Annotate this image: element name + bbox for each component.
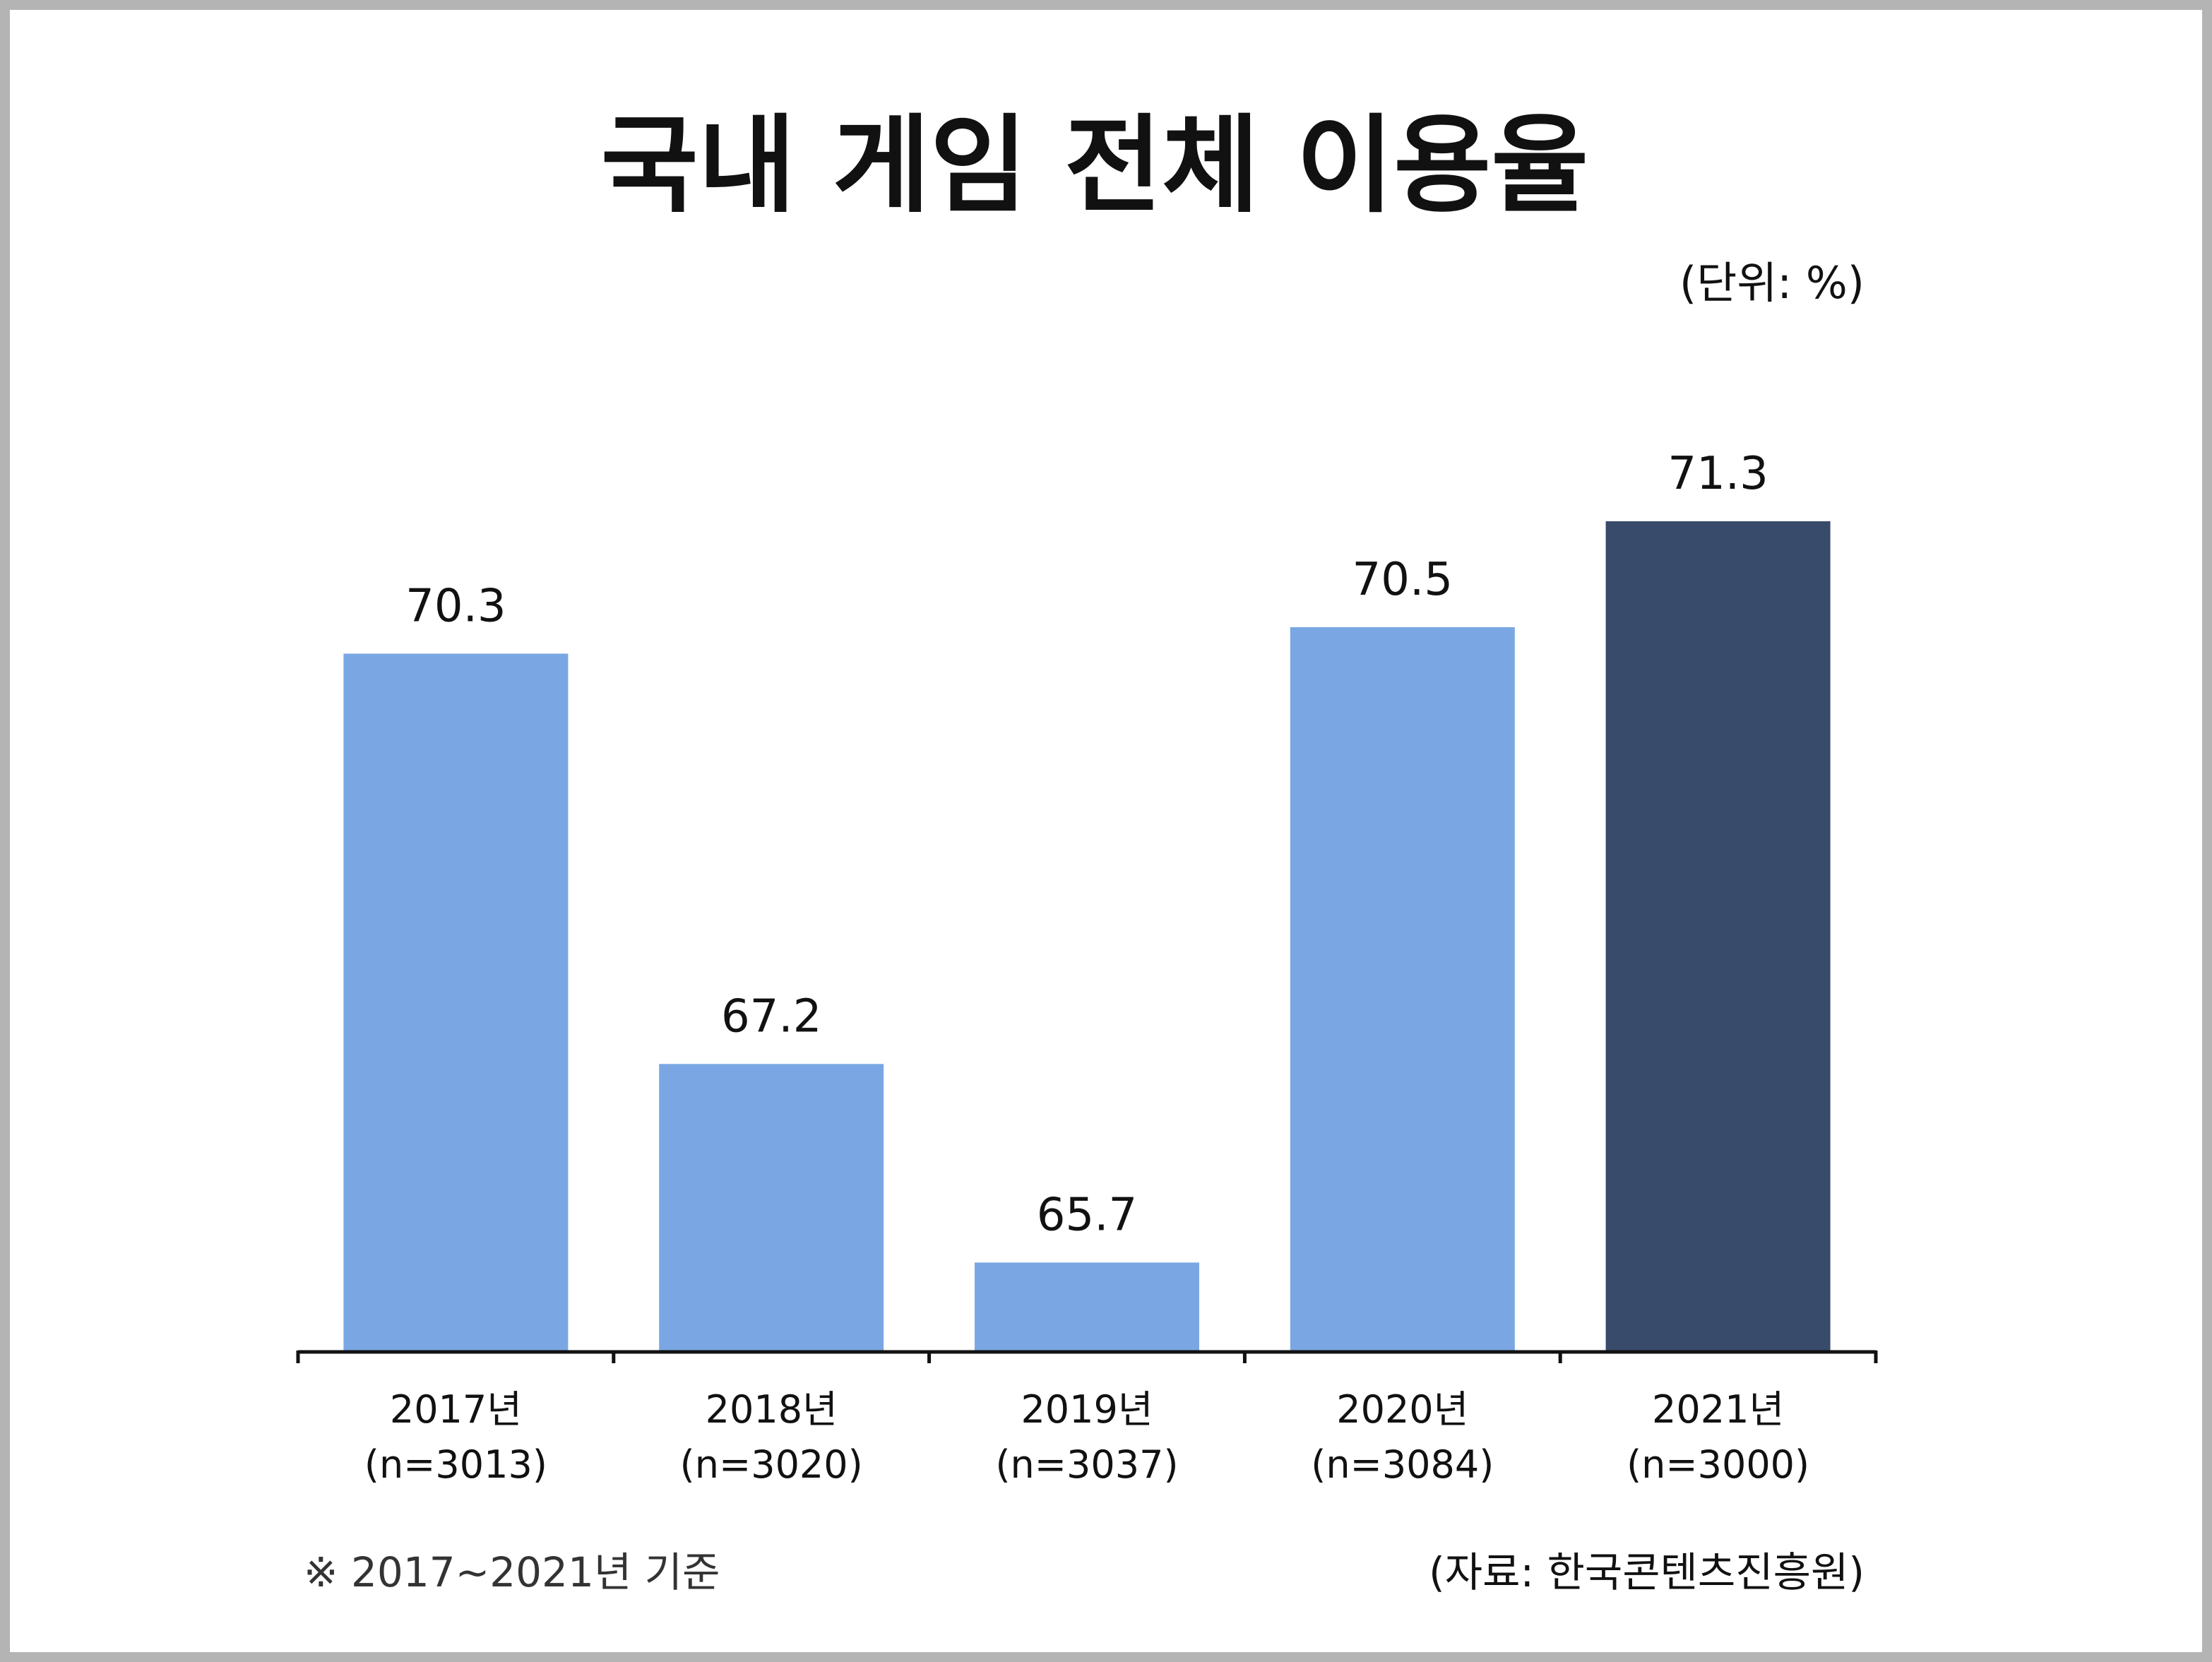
source-label: (자료: 한국콘텐츠진흥원)	[1429, 1548, 1865, 1596]
bar-2019년	[975, 1262, 1199, 1352]
value-label: 70.5	[1352, 554, 1453, 606]
x-tick-label: 2021년	[1652, 1387, 1784, 1432]
x-tick-sublabel: (n=3020)	[680, 1442, 863, 1487]
chart-title: 국내 게임 전체 이용율	[601, 105, 1589, 227]
x-tick-sublabel: (n=3000)	[1627, 1442, 1809, 1487]
unit-label: (단위: %)	[1679, 257, 1865, 309]
bar-2020년	[1290, 627, 1515, 1353]
value-labels-group: 70.3 67.2 65.7 70.5 71.3	[405, 448, 1768, 1241]
x-tick-label: 2020년	[1336, 1387, 1468, 1432]
bar-2018년	[659, 1064, 884, 1352]
value-label: 71.3	[1667, 448, 1768, 500]
x-tick-label: 2018년	[706, 1387, 838, 1432]
footnote: ※ 2017~2021년 기준	[304, 1548, 720, 1596]
x-axis-ticks	[296, 1351, 1878, 1363]
x-tick-sublabel: (n=3013)	[364, 1442, 547, 1487]
value-label: 70.3	[405, 580, 506, 632]
x-axis-tick-labels: 2017년 (n=3013) 2018년 (n=3020) 2019년 (n=3037) 2…	[364, 1387, 1809, 1487]
x-tick-sublabel: (n=3084)	[1311, 1442, 1494, 1487]
chart-frame: 국내 게임 전체 이용율 (단위: %) 70.3 67.2 65.7 70.5 71.…	[10, 10, 2202, 1652]
bar-2021년	[1605, 521, 1831, 1352]
value-label: 65.7	[1037, 1189, 1138, 1241]
value-label: 67.2	[721, 990, 822, 1043]
x-tick-label: 2017년	[390, 1387, 522, 1432]
x-tick-label: 2019년	[1021, 1387, 1153, 1432]
bar-chart: 국내 게임 전체 이용율 (단위: %) 70.3 67.2 65.7 70.5 71.…	[296, 105, 1878, 1596]
bars-group	[343, 521, 1831, 1353]
x-tick-sublabel: (n=3037)	[995, 1442, 1178, 1487]
bar-2017년	[343, 653, 569, 1352]
